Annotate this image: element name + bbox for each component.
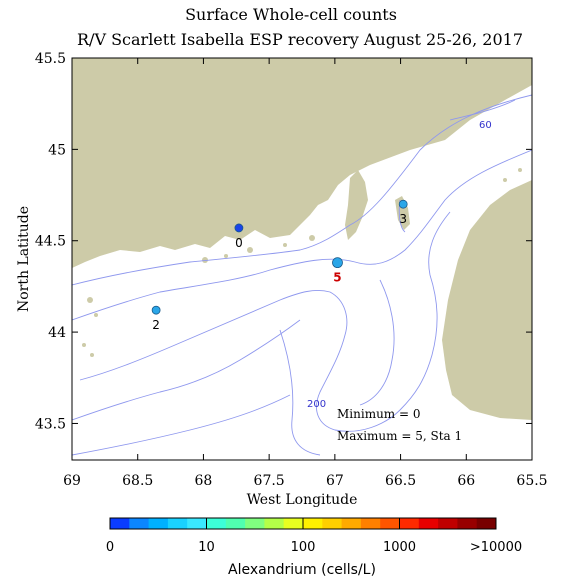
y-tick-label: 45.5	[35, 51, 66, 67]
colorbar-swatch	[418, 518, 439, 529]
land-nova-scotia	[442, 180, 532, 420]
colorbar-ticks: 0 10 100 1000 >10000	[106, 518, 522, 555]
y-tick-label: 45	[48, 142, 66, 158]
colorbar-tick-label: 0	[106, 540, 114, 555]
colorbar-swatch	[264, 518, 285, 529]
colorbar-tick-label: 1000	[383, 540, 416, 555]
station-marker	[234, 223, 244, 233]
colorbar-swatch	[380, 518, 400, 529]
colorbar-tick-label: 100	[291, 540, 316, 555]
y-tick-label: 44	[48, 325, 66, 341]
colorbar-swatch	[476, 518, 497, 529]
colorbar-swatch	[341, 518, 362, 529]
colorbar-swatch	[438, 518, 458, 529]
station-label: 2	[152, 318, 160, 332]
station-label: 5	[333, 271, 341, 285]
y-tick-label: 44.5	[35, 234, 66, 250]
chart-title: Surface Whole-cell counts	[185, 5, 397, 24]
stats-maximum: Maximum = 5, Sta 1	[337, 429, 462, 443]
x-axis: 69 68.5 68 67.5 67 66.5 66 65.5	[63, 58, 548, 489]
station-marker	[398, 199, 408, 209]
y-tick-label: 43.5	[35, 416, 66, 432]
colorbar-tick-label: >10000	[470, 540, 522, 555]
colorbar-swatch	[225, 518, 246, 529]
land-peninsula	[345, 170, 368, 240]
colorbar-swatch	[110, 518, 130, 529]
map-area: 60 200 0 3 5 2 Minimum = 0 Maximum = 5, Sta…	[72, 58, 532, 460]
colorbar-swatch	[129, 518, 150, 529]
x-tick-label: 66	[457, 473, 475, 489]
colorbar-swatch	[187, 518, 207, 529]
contour-label-200: 200	[307, 399, 326, 410]
station-markers: 0 3 5 2	[151, 199, 408, 332]
colorbar-swatch	[245, 518, 265, 529]
chart-subtitle: R/V Scarlett Isabella ESP recovery Augus…	[77, 30, 523, 49]
colorbar-swatch	[399, 518, 420, 529]
colorbar-swatch	[148, 518, 169, 529]
contour-label-60: 60	[479, 120, 492, 131]
map-frame	[71, 57, 533, 461]
station-label: 0	[235, 236, 243, 250]
y-axis: 45.5 45 44.5 44 43.5	[35, 51, 532, 432]
colorbar-swatch	[303, 518, 323, 529]
x-tick-label: 65.5	[516, 473, 547, 489]
colorbar-tick-label: 10	[198, 540, 215, 555]
colorbar-swatch	[283, 518, 304, 529]
colorbar-swatch	[457, 518, 478, 529]
colorbar-swatch	[206, 518, 227, 529]
colorbar-label: Alexandrium (cells/L)	[228, 562, 376, 578]
colorbar	[109, 517, 497, 530]
x-tick-label: 66.5	[385, 473, 416, 489]
colorbar-swatch	[322, 518, 343, 529]
stats-minimum: Minimum = 0	[337, 407, 421, 421]
colorbar-swatch	[360, 518, 381, 529]
station-marker	[332, 257, 343, 269]
x-tick-label: 68	[195, 473, 213, 489]
station-label: 3	[399, 212, 407, 226]
y-axis-label: North Latitude	[16, 206, 32, 312]
x-axis-label: West Longitude	[247, 492, 358, 508]
x-tick-label: 67	[326, 473, 344, 489]
land-small-islands	[82, 168, 522, 357]
bathymetry-contours	[72, 94, 532, 456]
x-tick-label: 67.5	[254, 473, 285, 489]
colorbar-swatch	[167, 518, 188, 529]
land-mainland	[72, 58, 532, 268]
x-tick-label: 69	[63, 473, 81, 489]
station-marker	[151, 305, 161, 315]
x-tick-label: 68.5	[122, 473, 153, 489]
